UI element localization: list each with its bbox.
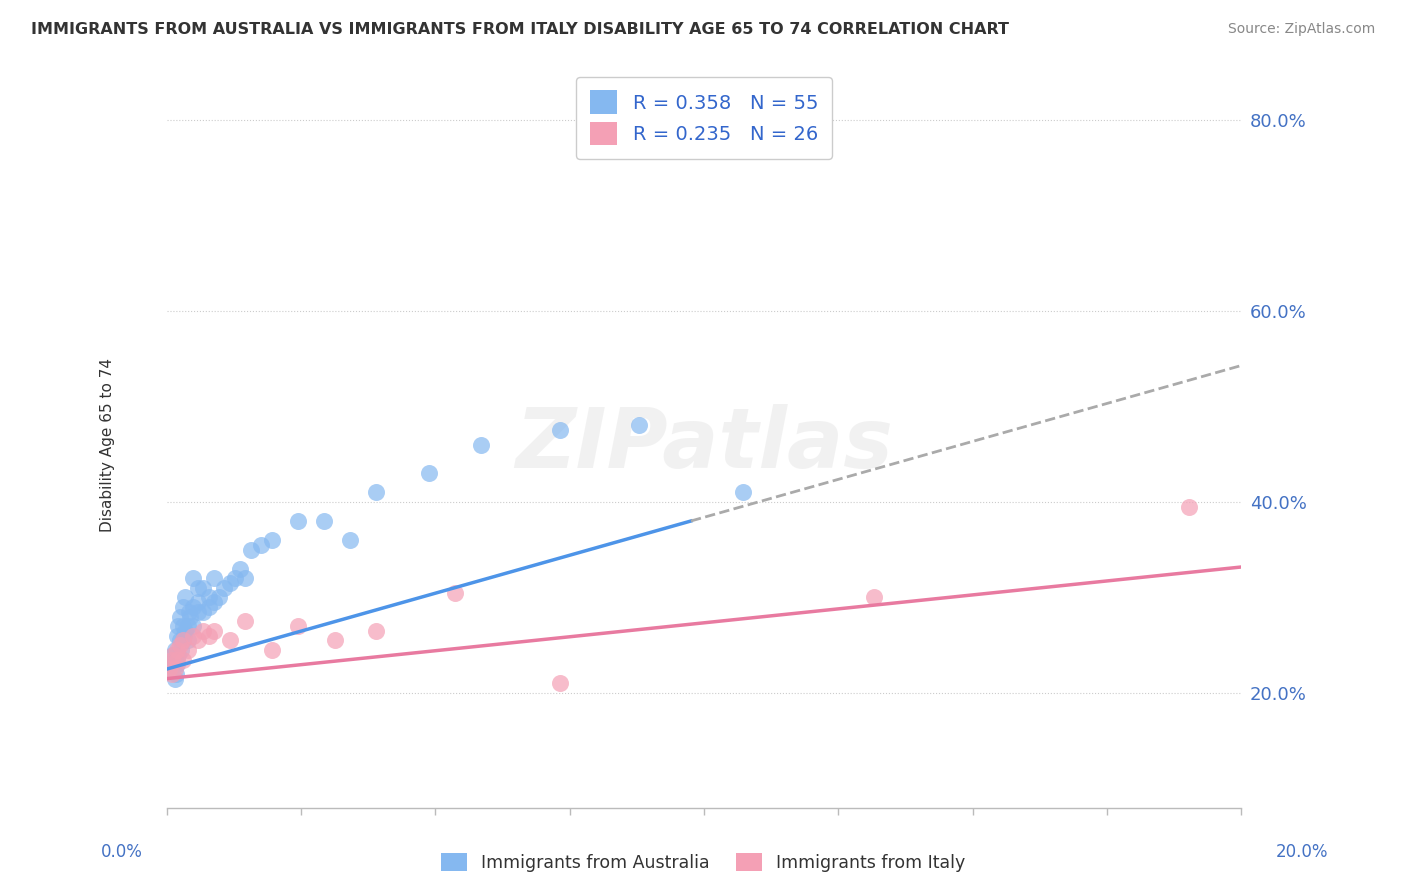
Point [287, 514, 309, 528]
Text: Source: ZipAtlas.com: Source: ZipAtlas.com [1227, 22, 1375, 37]
Point [177, 643, 200, 657]
Point [250, 538, 273, 552]
Point [169, 638, 191, 652]
Point [163, 662, 186, 676]
Point [172, 633, 194, 648]
Point [157, 662, 180, 676]
Point [193, 605, 215, 619]
Point [197, 591, 219, 605]
Point [187, 605, 209, 619]
Point [160, 666, 183, 681]
Point [202, 624, 225, 638]
Point [177, 605, 200, 619]
Point [418, 466, 440, 480]
Point [173, 629, 195, 643]
Point [187, 633, 209, 648]
Point [224, 571, 246, 585]
Point [167, 648, 190, 662]
Point [162, 648, 184, 662]
Point [287, 619, 309, 633]
Point [627, 418, 650, 433]
Point [229, 562, 252, 576]
Point [172, 652, 194, 666]
Point [193, 624, 215, 638]
Point [548, 423, 571, 437]
Point [208, 591, 231, 605]
Point [160, 659, 183, 673]
Point [312, 514, 335, 528]
Point [165, 666, 187, 681]
Point [172, 619, 194, 633]
Point [177, 633, 200, 648]
Point [235, 615, 257, 629]
Point [163, 652, 186, 666]
Point [172, 599, 194, 614]
Point [548, 676, 571, 690]
Point [166, 629, 188, 643]
Point [197, 629, 219, 643]
Point [197, 599, 219, 614]
Point [162, 648, 184, 662]
Point [172, 633, 194, 648]
Point [181, 571, 204, 585]
Point [239, 542, 262, 557]
Point [166, 643, 188, 657]
Point [163, 643, 186, 657]
Point [218, 576, 240, 591]
Point [179, 609, 201, 624]
Point [181, 599, 204, 614]
Point [181, 629, 204, 643]
Text: ZIPatlas: ZIPatlas [515, 404, 893, 485]
Point [169, 609, 191, 624]
Point [165, 672, 187, 686]
Point [174, 624, 197, 638]
Point [170, 643, 193, 657]
Text: IMMIGRANTS FROM AUSTRALIA VS IMMIGRANTS FROM ITALY DISABILITY AGE 65 TO 74 CORRE: IMMIGRANTS FROM AUSTRALIA VS IMMIGRANTS … [31, 22, 1010, 37]
Point [863, 591, 886, 605]
Point [166, 652, 188, 666]
Point [166, 657, 188, 672]
Text: 20.0%: 20.0% [1277, 843, 1329, 861]
Point [174, 591, 197, 605]
Point [187, 595, 209, 609]
Point [260, 643, 283, 657]
Point [187, 581, 209, 595]
Point [160, 652, 183, 666]
Point [169, 633, 191, 648]
Point [202, 571, 225, 585]
Text: 0.0%: 0.0% [101, 843, 143, 861]
Point [733, 485, 755, 500]
Point [214, 581, 236, 595]
Point [366, 624, 388, 638]
Point [1178, 500, 1201, 514]
Point [218, 633, 240, 648]
Point [193, 581, 215, 595]
Point [167, 619, 190, 633]
Point [366, 485, 388, 500]
Point [181, 619, 204, 633]
Point [260, 533, 283, 547]
Point [339, 533, 361, 547]
Point [160, 662, 183, 676]
Legend: Immigrants from Australia, Immigrants from Italy: Immigrants from Australia, Immigrants fr… [434, 847, 972, 879]
Point [470, 437, 492, 451]
Point [323, 633, 346, 648]
Point [235, 571, 257, 585]
Point [177, 619, 200, 633]
Point [160, 657, 183, 672]
Text: Disability Age 65 to 74: Disability Age 65 to 74 [100, 358, 115, 532]
Legend: R = 0.358   N = 55, R = 0.235   N = 26: R = 0.358 N = 55, R = 0.235 N = 26 [576, 77, 832, 159]
Point [444, 585, 467, 599]
Point [202, 595, 225, 609]
